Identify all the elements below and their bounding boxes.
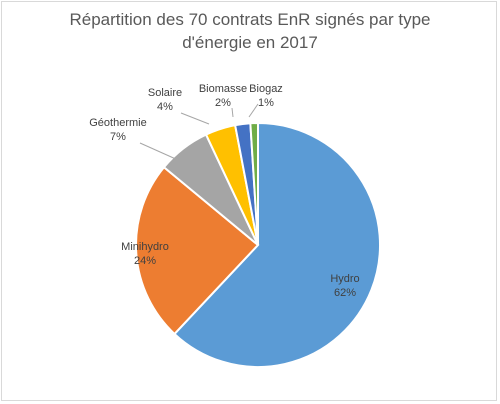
slice-labels: Hydro 62% Minihydro 24% Géothermie 7% Solaire 4…	[89, 83, 359, 299]
slice-percent-minihydro: 24%	[134, 255, 156, 267]
chart-title: Répartition des 70 contrats EnR signés p…	[0, 8, 500, 54]
leader-line-biomasse	[231, 107, 234, 118]
pie-slices	[135, 121, 382, 368]
chart-title-line-1: Répartition des 70 contrats EnR signés p…	[69, 10, 431, 29]
slice-label-géothermie: Géothermie	[89, 117, 146, 129]
pie-slice-biogaz	[249, 121, 259, 246]
leader-lines	[139, 103, 259, 161]
slice-label-biogaz: Biogaz	[249, 83, 283, 95]
slice-percent-hydro: 62%	[334, 287, 356, 299]
slice-label-minihydro: Minihydro	[121, 241, 169, 253]
leader-line-solaire	[180, 112, 210, 125]
leader-line-géothermie	[139, 142, 179, 161]
pie-slice-hydro	[173, 121, 382, 368]
slice-percent-biomasse: 2%	[215, 97, 231, 109]
slice-label-biomasse: Biomasse	[199, 83, 247, 95]
chart-title-line-2: d'énergie en 2017	[182, 33, 318, 52]
slice-percent-géothermie: 7%	[110, 131, 126, 143]
slice-label-hydro: Hydro	[330, 273, 359, 285]
pie-slice-minihydro	[135, 165, 260, 336]
slice-percent-biogaz: 1%	[258, 97, 274, 109]
slice-percent-solaire: 4%	[157, 101, 173, 113]
leader-line-biogaz	[248, 103, 259, 118]
slice-label-solaire: Solaire	[148, 87, 182, 99]
